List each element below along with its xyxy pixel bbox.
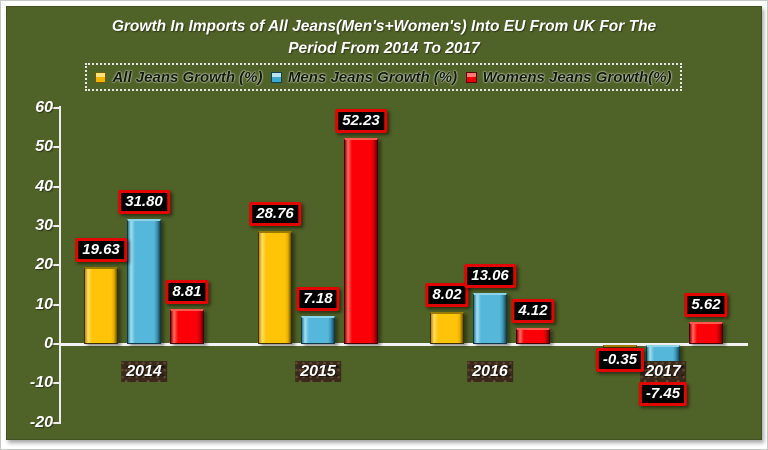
y-axis-tick-label: -20 [29,413,53,431]
y-axis-tick-label: 20 [35,256,53,274]
y-axis-tick [52,343,59,345]
chart-title: Growth In Imports of All Jeans(Men's+Wom… [7,16,761,60]
bar-womens-2016 [516,327,550,344]
legend-swatch-icon [465,71,477,83]
legend-item: Mens Jeans Growth (%) [270,68,458,86]
chart-frame: Growth In Imports of All Jeans(Men's+Wom… [6,6,762,440]
y-axis-tick [52,264,59,267]
value-label: 19.63 [75,237,127,262]
value-label: 28.76 [249,201,301,226]
category-label-2016: 2016 [467,361,513,382]
legend: All Jeans Growth (%) Mens Jeans Growth (%… [85,63,682,91]
y-axis-tick [52,224,59,227]
bar-mens-2015 [301,315,335,344]
value-label: 8.81 [165,280,209,305]
value-label: 5.62 [684,292,728,317]
y-axis-tick [52,382,59,385]
legend-swatch-icon [95,71,107,83]
value-label: 13.06 [464,263,516,288]
bar-mens-2014 [127,218,161,344]
category-label-2014: 2014 [121,361,167,382]
bar-all-2016 [430,312,464,344]
legend-item-label: All Jeans Growth (%) [112,68,263,86]
y-axis-tick-label: 0 [44,335,53,352]
y-axis-tick-label: -10 [29,374,53,392]
bar-womens-2017 [689,321,723,344]
value-label: -0.35 [595,347,645,372]
y-axis-tick [52,146,59,149]
value-label: 31.80 [118,189,170,214]
chart-title-line1: Growth In Imports of All Jeans(Men's+Wom… [111,18,657,35]
category-label-2015: 2015 [295,361,341,382]
legend-item: All Jeans Growth (%) [95,69,262,86]
bar-all-2014 [84,266,118,344]
category-label-2017: 2017 [640,361,686,382]
bar-mens-2016 [473,292,507,344]
bar-womens-2014 [170,309,204,344]
y-axis-tick [52,106,59,109]
value-label: 7.18 [296,286,340,311]
y-axis-tick-label: 10 [35,295,53,313]
y-axis-line [59,106,61,424]
legend-item: Womens Jeans Growth(%) [465,68,672,86]
bar-all-2015 [258,230,292,344]
chart-title-line2: Period From 2014 To 2017 [288,40,480,57]
value-label: 4.12 [511,298,555,323]
y-axis-tick-label: 60 [35,98,53,116]
zero-gridline [60,343,748,346]
value-label: 8.02 [425,283,469,308]
y-axis-tick [52,185,59,188]
y-axis-tick-label: 50 [35,138,53,156]
y-axis-tick [52,421,59,424]
value-label: 52.23 [335,109,387,134]
bar-womens-2015 [344,138,378,344]
plot-area: 60 50 40 30 20 10 0 -10 -20 2014 2015 2016 2017 19.63… [7,7,761,439]
legend-swatch-icon [270,71,282,83]
y-axis-tick-label: 30 [35,216,53,234]
value-label: -7.45 [638,382,688,407]
legend-item-label: Womens Jeans Growth(%) [482,68,672,86]
y-axis-tick-label: 40 [35,177,53,195]
legend-item-label: Mens Jeans Growth (%) [287,68,458,86]
y-axis-tick [52,303,59,306]
